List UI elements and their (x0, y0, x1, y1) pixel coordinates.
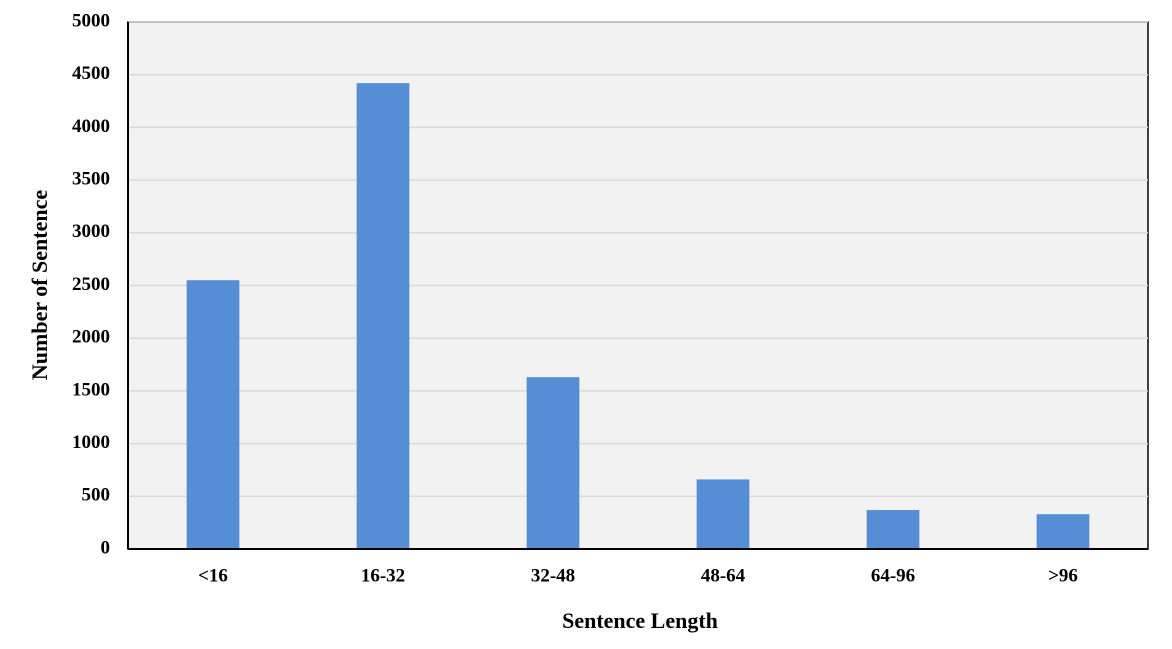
y-tick-label: 500 (82, 485, 111, 506)
x-tick-label: 32-48 (531, 565, 575, 586)
bar (186, 280, 240, 549)
y-tick-label: 0 (101, 537, 111, 558)
x-tick-label: 64-96 (871, 565, 915, 586)
y-tick-label: 1000 (72, 432, 110, 453)
y-tick-label: 4000 (72, 116, 110, 137)
bar (1036, 514, 1090, 549)
y-tick-label: 5000 (72, 10, 110, 31)
x-tick-label: 16-32 (361, 565, 405, 586)
y-tick-label: 3000 (72, 221, 110, 242)
x-axis-title: Sentence Length (562, 608, 718, 633)
bar (356, 83, 410, 549)
x-tick-label: <16 (198, 565, 228, 586)
x-tick-label: 48-64 (701, 565, 746, 586)
bar (526, 377, 580, 549)
y-axis-title: Number of Sentence (27, 190, 52, 380)
y-tick-label: 2000 (72, 327, 110, 348)
y-tick-label: 4500 (72, 63, 110, 84)
bar (696, 479, 750, 549)
bar (866, 510, 920, 549)
y-tick-label: 3500 (72, 168, 110, 189)
y-tick-label: 1500 (72, 379, 110, 400)
x-tick-label: >96 (1048, 565, 1078, 586)
y-tick-label: 2500 (72, 274, 110, 295)
